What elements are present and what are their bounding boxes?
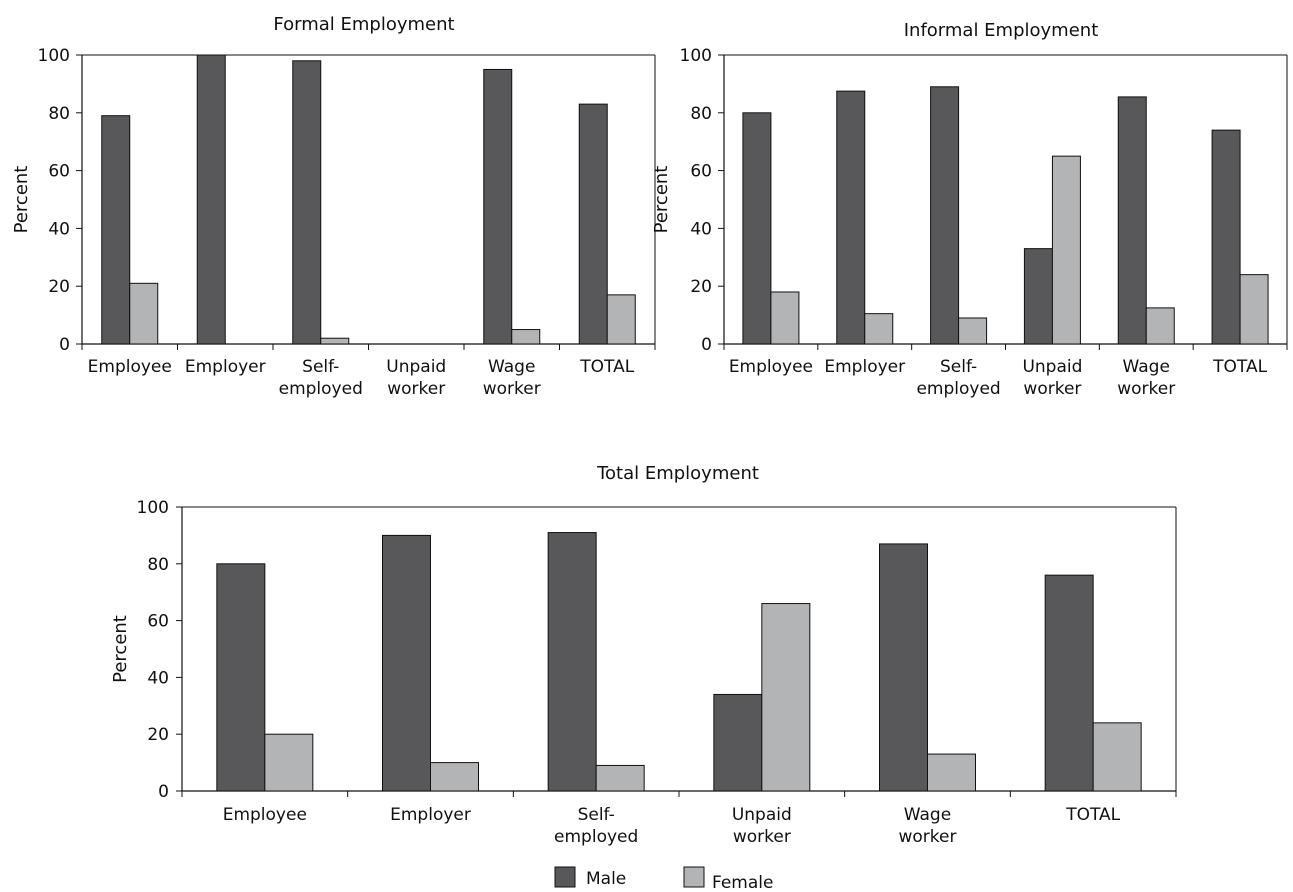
x-category-label: TOTAL — [1212, 357, 1267, 377]
chart-title: Total Employment — [596, 463, 759, 484]
x-category-label: Employer — [824, 357, 905, 377]
y-tick-label: 0 — [701, 335, 712, 355]
bar-female — [1051, 155, 1081, 345]
chart-title: Informal Employment — [904, 20, 1099, 41]
bar-male — [1023, 248, 1053, 345]
y-tick-label: 20 — [690, 277, 712, 297]
bar-male — [742, 112, 772, 345]
x-category-label: worker — [1117, 379, 1175, 399]
bar-male — [101, 115, 131, 345]
bar-male — [713, 693, 763, 792]
x-category-label: Employee — [88, 357, 172, 377]
bar-male — [1211, 129, 1241, 345]
y-axis-label: Percent — [651, 166, 672, 234]
bar-female — [320, 337, 350, 345]
x-category-label: Wage — [488, 357, 535, 377]
x-category-label: Self- — [578, 805, 615, 825]
x-category-label: worker — [387, 379, 445, 399]
x-category-label: Employer — [185, 357, 266, 377]
x-category-label: worker — [733, 827, 791, 847]
bar-female — [1239, 274, 1269, 345]
bar-female — [927, 753, 976, 792]
x-category-label: worker — [483, 379, 541, 399]
y-tick-label: 80 — [147, 555, 169, 575]
y-tick-label: 40 — [147, 668, 169, 688]
bar-female — [770, 291, 800, 345]
x-category-label: Wage — [904, 805, 951, 825]
bar-male — [547, 532, 597, 792]
x-category-label: TOTAL — [1065, 805, 1120, 825]
x-category-label: Unpaid — [1022, 357, 1082, 377]
bar-male — [578, 103, 608, 345]
bar-male — [879, 543, 928, 792]
x-category-label: employed — [554, 827, 638, 847]
bar-female — [1145, 307, 1175, 345]
legend-swatch-male — [554, 866, 576, 888]
bar-female — [264, 733, 314, 792]
bar-male — [196, 54, 226, 345]
bar-female — [958, 317, 988, 345]
x-category-label: Self- — [940, 357, 977, 377]
x-category-label: TOTAL — [579, 357, 634, 377]
x-category-label: Unpaid — [732, 805, 792, 825]
y-tick-label: 80 — [48, 104, 70, 124]
y-tick-label: 60 — [147, 612, 169, 632]
x-category-label: worker — [899, 827, 957, 847]
x-category-label: Self- — [302, 357, 339, 377]
bar-male — [292, 60, 322, 345]
bar-female — [595, 764, 645, 792]
bar-male — [836, 90, 866, 345]
y-tick-label: 60 — [690, 162, 712, 182]
x-category-label: employed — [279, 379, 363, 399]
bar-male — [1117, 96, 1147, 345]
bar-male — [1044, 574, 1094, 792]
bar-female — [129, 282, 159, 345]
x-category-label: Employee — [729, 357, 813, 377]
bar-female — [864, 313, 894, 345]
y-tick-label: 20 — [147, 725, 169, 745]
y-axis-label: Percent — [110, 615, 131, 683]
y-tick-label: 0 — [59, 335, 70, 355]
bar-male — [382, 534, 431, 792]
bar-male — [216, 563, 266, 792]
bar-female — [511, 329, 541, 345]
y-tick-label: 80 — [690, 104, 712, 124]
total-employment-chart: Total Employment 0 20 40 60 80 100 Percent Empl… — [110, 463, 1177, 847]
formal-employment-chart: Formal Employment 0 20 40 60 80 100 Percent Emp… — [11, 14, 656, 399]
legend-label-male: Male — [586, 869, 626, 889]
bar-female — [430, 762, 479, 792]
chart-title: Formal Employment — [273, 14, 454, 35]
y-tick-label: 0 — [158, 782, 169, 802]
bar-female — [1092, 722, 1142, 792]
bar-male — [930, 86, 960, 345]
y-tick-label: 20 — [48, 277, 70, 297]
informal-employment-chart: Informal Employment 0 20 40 60 80 100 Percent E… — [651, 20, 1288, 399]
y-axis-label: Percent — [11, 166, 32, 234]
y-tick-label: 40 — [690, 219, 712, 239]
legend: Male Female — [554, 866, 773, 892]
y-tick-label: 60 — [48, 162, 70, 182]
x-category-label: employed — [916, 379, 1000, 399]
y-tick-label: 40 — [48, 219, 70, 239]
x-category-label: worker — [1023, 379, 1081, 399]
x-category-label: Employer — [390, 805, 471, 825]
legend-label-female: Female — [712, 873, 773, 892]
bar-female — [761, 603, 811, 792]
y-tick-label: 100 — [680, 46, 712, 66]
x-category-label: Employee — [223, 805, 307, 825]
x-category-label: Wage — [1123, 357, 1170, 377]
y-tick-label: 100 — [137, 498, 169, 518]
legend-swatch-female — [683, 866, 705, 888]
y-tick-label: 100 — [38, 46, 70, 66]
bar-male — [483, 68, 513, 345]
bar-female — [606, 294, 636, 345]
x-category-label: Unpaid — [386, 357, 446, 377]
